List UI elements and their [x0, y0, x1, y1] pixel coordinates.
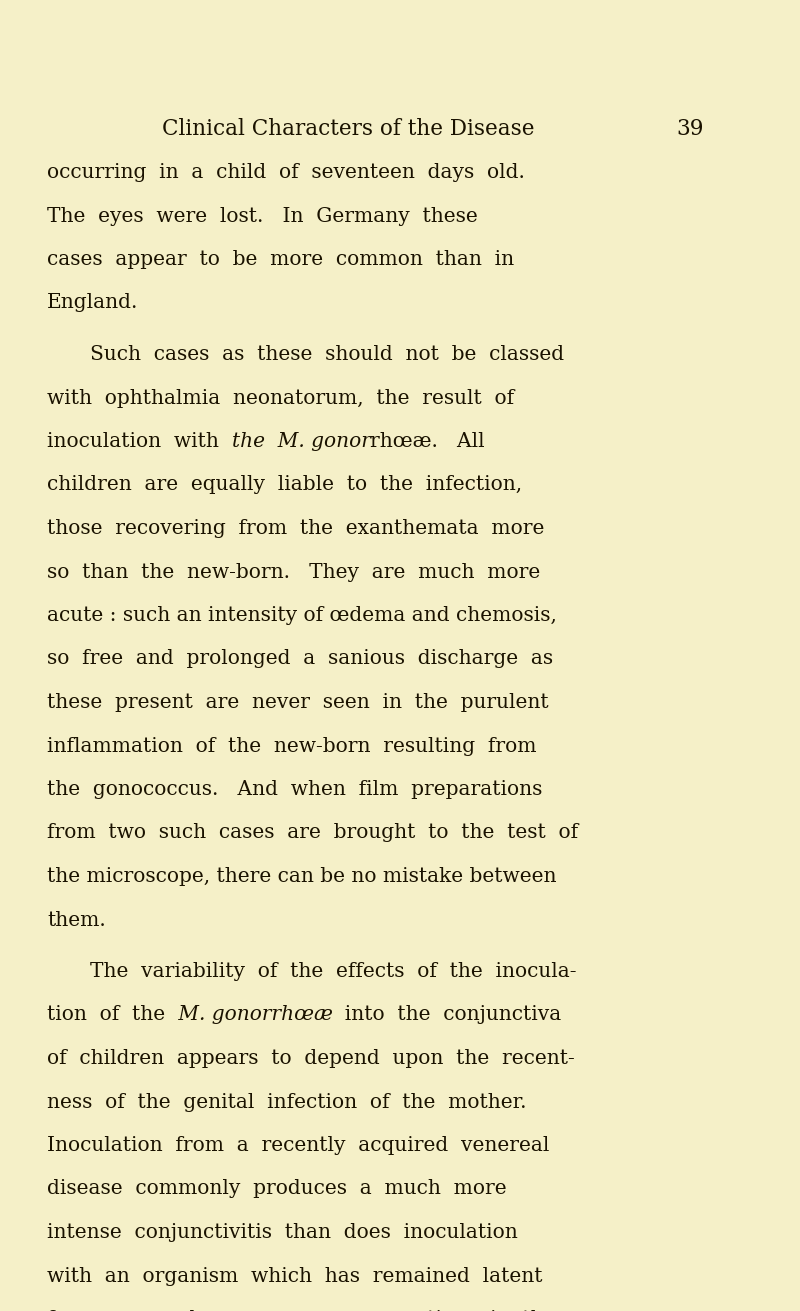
Text: England.: England.: [47, 294, 138, 312]
Text: the  M. gonor: the M. gonor: [232, 433, 370, 451]
Text: the  gonococcus.   And  when  film  preparations: the gonococcus. And when film preparatio…: [47, 780, 542, 798]
Text: Inoculation  from  a  recently  acquired  venereal: Inoculation from a recently acquired ven…: [47, 1137, 550, 1155]
Text: children  are  equally  liable  to  the  infection,: children are equally liable to the infec…: [47, 476, 522, 494]
Text: acute : such an intensity of œdema and chemosis,: acute : such an intensity of œdema and c…: [47, 606, 557, 625]
Text: intense  conjunctivitis  than  does  inoculation: intense conjunctivitis than does inocula…: [47, 1223, 518, 1242]
Text: so  free  and  prolonged  a  sanious  discharge  as: so free and prolonged a sanious discharg…: [47, 649, 553, 669]
Text: so  than  the  new-born.   They  are  much  more: so than the new-born. They are much more: [47, 562, 540, 582]
Text: inoculation  with: inoculation with: [47, 433, 232, 451]
Text: The  variability  of  the  effects  of  the  inocula-: The variability of the effects of the in…: [90, 962, 577, 981]
Text: them.: them.: [47, 911, 106, 929]
Text: ness  of  the  genital  infection  of  the  mother.: ness of the genital infection of the mot…: [47, 1092, 526, 1112]
Text: of  children  appears  to  depend  upon  the  recent-: of children appears to depend upon the r…: [47, 1049, 574, 1068]
Text: rhœæ.   All: rhœæ. All: [370, 433, 485, 451]
Text: with  an  organism  which  has  remained  latent: with an organism which has remained late…: [47, 1266, 542, 1286]
Text: these  present  are  never  seen  in  the  purulent: these present are never seen in the puru…: [47, 694, 549, 712]
Text: occurring  in  a  child  of  seventeen  days  old.: occurring in a child of seventeen days o…: [47, 163, 525, 182]
Text: inflammation  of  the  new-born  resulting  from: inflammation of the new-born resulting f…: [47, 737, 537, 755]
Text: cases  appear  to  be  more  common  than  in: cases appear to be more common than in: [47, 250, 514, 269]
Text: from  two  such  cases  are  brought  to  the  test  of: from two such cases are brought to the t…: [47, 823, 578, 843]
Text: into  the  conjunctiva: into the conjunctiva: [332, 1006, 562, 1024]
Text: 39: 39: [676, 118, 703, 140]
Text: those  recovering  from  the  exanthemata  more: those recovering from the exanthemata mo…: [47, 519, 544, 538]
Text: tion  of  the: tion of the: [47, 1006, 171, 1024]
Text: with  ophthalmia  neonatorum,  the  result  of: with ophthalmia neonatorum, the result o…: [47, 388, 514, 408]
Text: M. gonorrhœæ: M. gonorrhœæ: [171, 1006, 332, 1024]
Text: The  eyes  were  lost.   In  Germany  these: The eyes were lost. In Germany these: [47, 207, 478, 225]
Text: the microscope, there can be no mistake between: the microscope, there can be no mistake …: [47, 867, 557, 886]
Text: disease  commonly  produces  a  much  more: disease commonly produces a much more: [47, 1180, 506, 1198]
Text: Such  cases  as  these  should  not  be  classed: Such cases as these should not be classe…: [90, 345, 564, 364]
Text: Clinical Characters of the Disease: Clinical Characters of the Disease: [162, 118, 534, 140]
